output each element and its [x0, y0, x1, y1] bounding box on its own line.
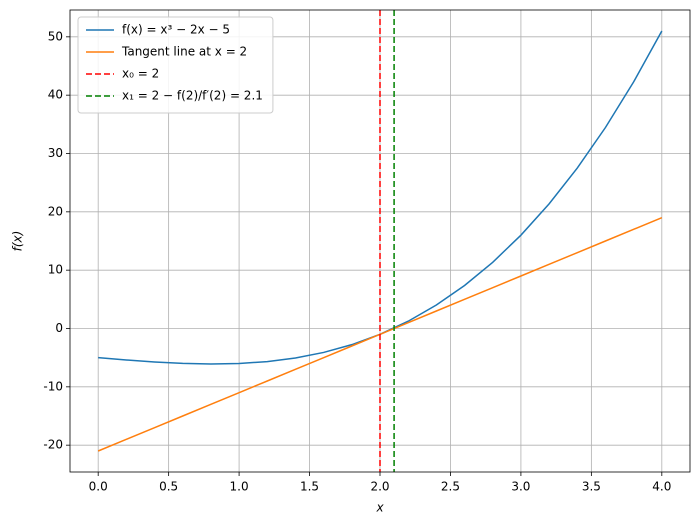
y-axis-label: f(x) [11, 231, 25, 252]
x-tick-label: 0.0 [89, 480, 108, 494]
legend-label: f(x) = x³ − 2x − 5 [122, 23, 230, 37]
y-tick-label: 50 [48, 29, 63, 43]
axes-frame [69, 9, 691, 473]
y-tick-label: -10 [43, 379, 63, 393]
y-tick-label: 40 [48, 88, 63, 102]
y-tick-label: 30 [48, 146, 63, 160]
legend-label: Tangent line at x = 2 [121, 45, 247, 59]
x-tick-label: 1.5 [300, 480, 319, 494]
x-tick-label: 3.5 [582, 480, 601, 494]
x-axis-label: x [375, 501, 384, 515]
y-tick-label: -20 [43, 438, 63, 452]
x-tick-label: 1.0 [230, 480, 249, 494]
x-tick-label: 4.0 [652, 480, 671, 494]
x-tick-label: 2.5 [441, 480, 460, 494]
legend-label: x₁ = 2 − f(2)/f′(2) = 2.1 [122, 89, 263, 103]
x-tick-label: 2.0 [370, 480, 389, 494]
y-tick-label: 0 [55, 321, 63, 335]
x-tick-label: 0.5 [159, 480, 178, 494]
legend-box [77, 16, 274, 114]
x-tick-label: 3.0 [511, 480, 530, 494]
legend-label: x₀ = 2 [122, 67, 159, 81]
y-tick-label: 20 [48, 204, 63, 218]
y-tick-label: 10 [48, 263, 63, 277]
